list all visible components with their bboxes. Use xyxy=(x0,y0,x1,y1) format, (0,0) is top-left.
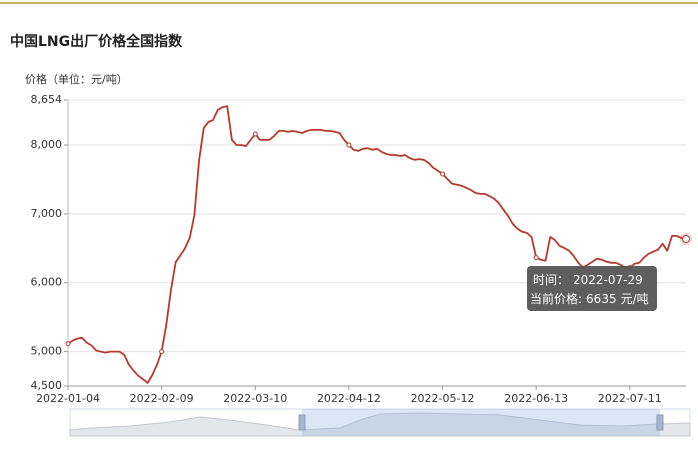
x-tick-label: 2022-02-09 xyxy=(130,392,194,405)
y-tick-label: 6,000 xyxy=(31,276,63,289)
chart-title: 中国LNG出厂价格全国指数 xyxy=(10,33,183,50)
y-axis-label: 价格（单位：元/吨） xyxy=(25,72,128,86)
tooltip-price-label: 当前价格: xyxy=(530,291,582,306)
tooltip-price-unit: 元/吨 xyxy=(621,292,649,306)
point xyxy=(440,171,446,177)
top-rule xyxy=(0,2,698,4)
tooltip: 时间： 2022-07-29 当前价格: 6635 元/吨 xyxy=(527,266,657,311)
tooltip-time-label: 时间： xyxy=(533,273,569,287)
tooltip-price: 当前价格: 6635 元/吨 xyxy=(530,291,649,306)
tooltip-price-value: 6635 xyxy=(586,292,617,306)
x-tick-label: 2022-01-04 xyxy=(36,392,100,405)
tooltip-time: 时间： 2022-07-29 xyxy=(533,273,643,287)
point xyxy=(65,341,71,347)
zoom-handle-right[interactable] xyxy=(656,414,664,431)
point xyxy=(682,235,690,244)
y-tick-label: 8,000 xyxy=(31,138,63,151)
point xyxy=(346,142,352,148)
zoom-preview xyxy=(69,412,691,437)
x-tick-label: 2022-06-13 xyxy=(504,392,568,405)
data-zoom[interactable] xyxy=(69,408,691,437)
x-tick-label: 2022-05-12 xyxy=(411,392,475,405)
tooltip-time-value: 2022-07-29 xyxy=(573,273,643,287)
point xyxy=(533,255,539,261)
point xyxy=(159,349,165,355)
x-tick-label: 2022-04-12 xyxy=(317,392,381,405)
y-tick-label: 4,500 xyxy=(31,379,63,392)
y-tick-label: 5,000 xyxy=(31,345,63,358)
point xyxy=(252,131,258,137)
x-tick-label: 2022-03-10 xyxy=(223,392,287,405)
y-tick-label: 8,654 xyxy=(31,93,63,106)
zoom-handle-left[interactable] xyxy=(298,414,306,431)
x-tick-label: 2022-07-11 xyxy=(598,392,662,405)
y-tick-label: 7,000 xyxy=(31,207,63,220)
zoom-window[interactable] xyxy=(302,409,660,436)
tooltip-box xyxy=(527,266,657,311)
line-series xyxy=(67,105,687,384)
